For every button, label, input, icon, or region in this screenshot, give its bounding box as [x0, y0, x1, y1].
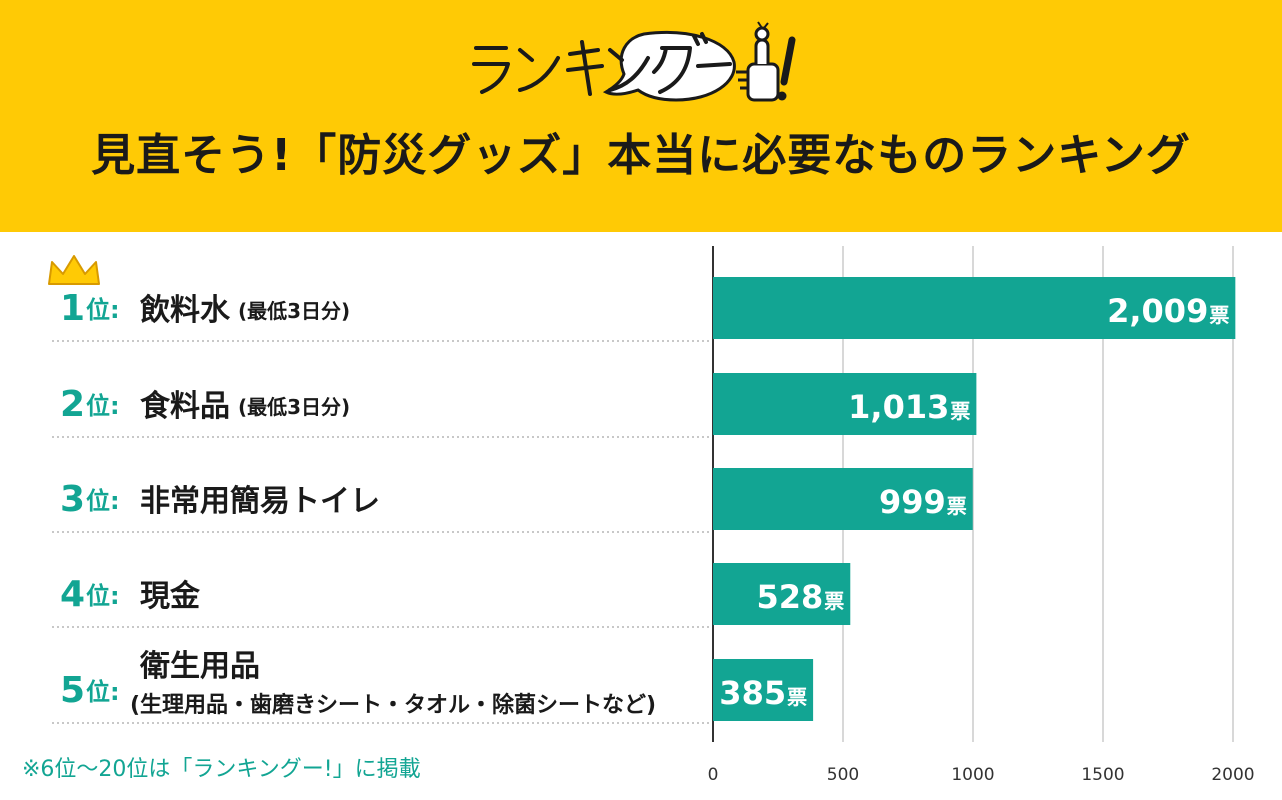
bar — [713, 373, 977, 435]
ranking-goo-logo — [472, 21, 796, 102]
item-name: 飲料水 — [140, 293, 231, 328]
rank-number: 3 — [60, 479, 85, 520]
item-note: (生理用品・歯磨きシート・タオル・除菌シートなど) — [130, 692, 656, 718]
mascot-thumbs-up-icon — [736, 21, 780, 102]
rank-suffix: 位: — [86, 392, 120, 420]
rank-number: 1 — [60, 288, 85, 329]
item-name: 非常用簡易トイレ — [140, 484, 380, 519]
rank-suffix: 位: — [86, 487, 120, 515]
rank-number: 2 — [60, 384, 85, 425]
rank-suffix: 位: — [86, 296, 120, 324]
bar-value-label: 999 — [879, 483, 946, 521]
bar-value-unit: 票 — [824, 589, 844, 613]
rank-number: 5 — [60, 670, 85, 711]
bar-value-label: 1,013 — [848, 388, 949, 426]
rank-number: 4 — [60, 574, 85, 615]
item-name: 現金 — [140, 579, 201, 614]
bar — [713, 468, 973, 530]
item-name: 衛生用品 — [139, 649, 260, 684]
bar-value-label: 385 — [719, 674, 786, 712]
crown-icon — [48, 255, 100, 285]
bar-value-unit: 票 — [950, 399, 970, 423]
bar — [713, 659, 814, 721]
x-tick-label: 0 — [708, 765, 719, 785]
x-tick-label: 1500 — [1081, 765, 1124, 785]
x-tick-label: 1000 — [951, 765, 994, 785]
bar-value-unit: 票 — [1209, 303, 1229, 327]
item-name: 食料品 — [140, 389, 230, 424]
footnote: ※6位〜20位は「ランキングー!」に掲載 — [22, 757, 421, 782]
bar-value-label: 2,009 — [1107, 292, 1208, 330]
header-banner: 見直そう!「防災グッズ」本当に必要なものランキング — [0, 0, 1282, 232]
bar-value-label: 528 — [756, 578, 823, 616]
rank-suffix: 位: — [86, 678, 120, 706]
x-tick-label: 2000 — [1211, 765, 1254, 785]
bar — [713, 277, 1236, 339]
bar — [713, 563, 851, 625]
x-tick-label: 500 — [827, 765, 859, 785]
page-title: 見直そう!「防災グッズ」本当に必要なものランキング — [91, 130, 1191, 181]
rank-suffix: 位: — [86, 582, 120, 610]
item-note: (最低3日分) — [238, 299, 350, 323]
bar-value-unit: 票 — [787, 685, 807, 709]
item-note: (最低3日分) — [238, 395, 350, 419]
bar-value-unit: 票 — [947, 494, 967, 518]
